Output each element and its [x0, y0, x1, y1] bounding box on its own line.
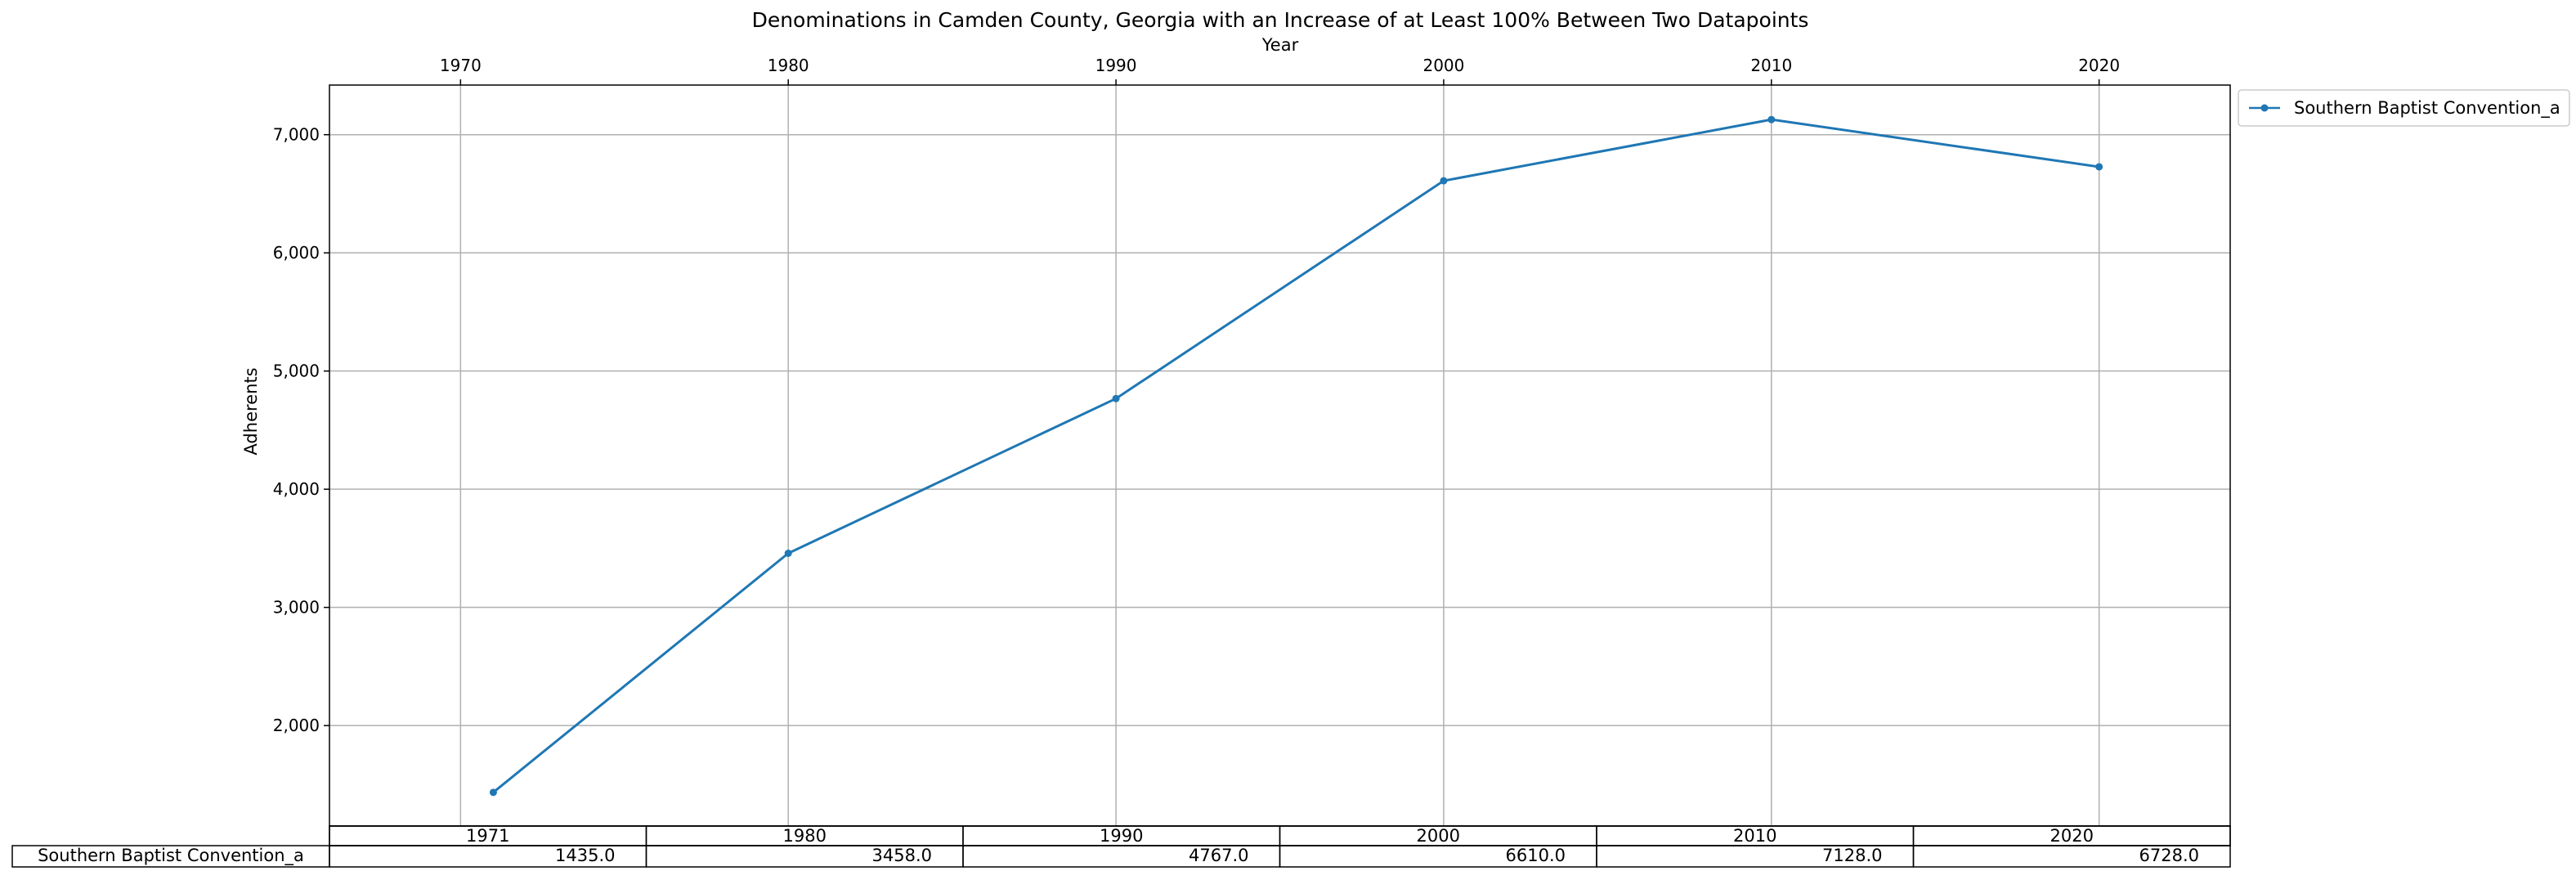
ticks: 1970 1980 1990 2000 2010 2020 2,000 3,000 4,000 5…	[273, 56, 2120, 735]
table-cell-value: 4767.0	[1189, 846, 1248, 865]
y-tick-label: 7,000	[273, 125, 320, 145]
data-point	[2095, 163, 2103, 171]
y-tick-label: 2,000	[273, 716, 320, 735]
y-tick-label: 5,000	[273, 361, 320, 381]
data-point	[784, 549, 792, 557]
table-cell	[1912, 845, 2231, 868]
y-tick-label: 4,000	[273, 479, 320, 499]
x-tick-label: 1970	[440, 56, 482, 75]
table-row-label: Southern Baptist Convention_a	[38, 846, 304, 866]
x-tick-label: 2010	[1750, 56, 1792, 75]
series-line	[492, 118, 2099, 793]
chart-title: Denominations in Camden County, Georgia …	[752, 8, 1809, 32]
legend-marker	[2260, 104, 2269, 112]
data-point	[489, 788, 497, 797]
y-tick-label: 6,000	[273, 243, 320, 263]
grid	[329, 85, 2230, 826]
data-table: 1971 1980 1990 2000 2010 2020 Southern Baptist…	[11, 825, 2231, 868]
table-cell-value: 6728.0	[2139, 846, 2199, 865]
y-axis-label: Adherents	[241, 367, 261, 455]
table-column-header: 1980	[783, 826, 827, 846]
table-cell-value: 7128.0	[1822, 846, 1882, 865]
legend-frame	[2238, 89, 2570, 127]
series	[489, 115, 2103, 797]
x-tick-label: 1980	[768, 56, 809, 75]
table-cell-value: 1435.0	[555, 846, 615, 865]
data-point	[1440, 177, 1448, 185]
x-axis-label: Year	[1261, 35, 1299, 55]
data-point	[1112, 394, 1120, 402]
x-tick-label: 2000	[1422, 56, 1464, 75]
x-tick-label: 1990	[1095, 56, 1137, 75]
plot-area-frame	[329, 84, 2231, 827]
y-tick-label: 3,000	[273, 598, 320, 617]
table-column-header: 1971	[466, 826, 509, 846]
legend-label: Southern Baptist Convention_a	[2294, 98, 2560, 119]
table-column-header: 2020	[2050, 826, 2094, 846]
table-column-header: 2010	[1733, 826, 1776, 846]
table-cell-value: 3458.0	[872, 846, 932, 865]
table-cell-value: 6610.0	[1506, 846, 1566, 865]
table-column-header: 2000	[1417, 826, 1460, 846]
x-tick-label: 2020	[2078, 56, 2120, 75]
table-column-header: 1990	[1100, 826, 1143, 846]
legend: Southern Baptist Convention_a	[2238, 89, 2570, 127]
data-point	[1767, 115, 1776, 123]
